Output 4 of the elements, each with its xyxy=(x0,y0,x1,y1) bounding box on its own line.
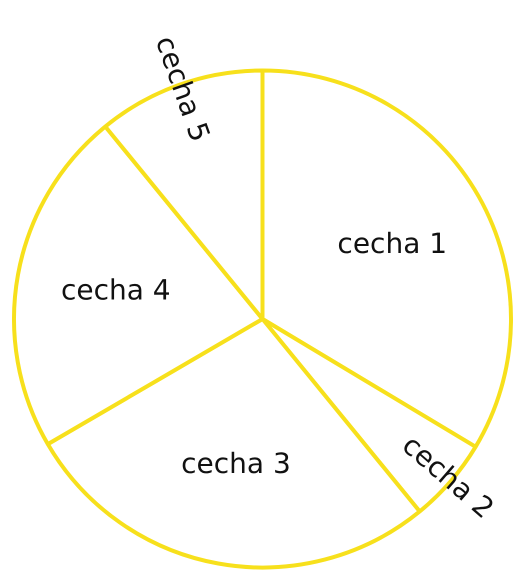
slice-label: cecha 5 xyxy=(148,32,217,146)
slice-label: cecha 4 xyxy=(60,274,171,307)
slice-label: cecha 1 xyxy=(337,226,448,260)
slice-label: cecha 3 xyxy=(181,446,291,480)
